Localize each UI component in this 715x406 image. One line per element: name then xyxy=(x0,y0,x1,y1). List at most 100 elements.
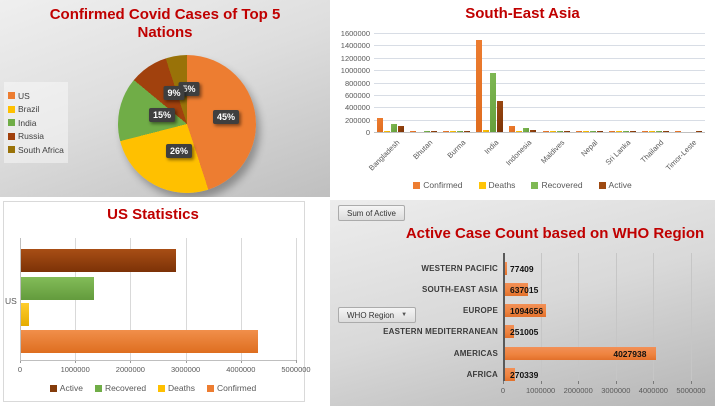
gridline xyxy=(374,45,705,47)
who-category-label: AFRICA xyxy=(466,370,498,379)
pie-title-line1: Confirmed Covid Cases of Top 5 xyxy=(49,6,281,23)
gridline xyxy=(578,253,580,381)
who-category-label: WESTERN PACIFIC xyxy=(421,264,498,273)
x-axis-line xyxy=(20,360,296,361)
who-category-label: AMERICAS xyxy=(453,349,498,358)
bar-recovered-thailand xyxy=(655,130,662,132)
bar-recovered-bangladesh xyxy=(391,124,398,132)
legend-item-recovered: Recovered xyxy=(531,180,583,190)
y-axis-tick-label: 1200000 xyxy=(340,53,370,63)
bar-active-nepal xyxy=(596,130,603,132)
chart-top5-pie[interactable]: Confirmed Covid Cases of Top 5 Nations U… xyxy=(0,0,330,197)
bar-confirmed-maldives xyxy=(542,130,549,132)
bar-confirmed-nepal xyxy=(575,130,582,132)
gridline xyxy=(130,238,132,360)
legend-label: Recovered xyxy=(541,180,583,190)
chart-us-statistics[interactable]: US Statistics US 0 1000000 2000000 3000000 4… xyxy=(0,197,330,406)
y-axis-tick-label: 200000 xyxy=(344,115,370,125)
pie-title-line2: Nations xyxy=(137,24,193,41)
legend-item-south-africa: South Africa xyxy=(8,145,68,155)
bar-active-timor-leste xyxy=(695,130,702,132)
legend-item-us: US xyxy=(8,91,68,101)
bar-confirmed-indonesia xyxy=(509,125,516,132)
axis-tick xyxy=(20,360,21,363)
bar-south-east-asia xyxy=(504,282,529,296)
bar-americas xyxy=(504,346,656,360)
gridline xyxy=(615,253,617,381)
bar-recovered xyxy=(21,277,95,300)
bar-deaths-burma xyxy=(450,130,457,132)
who-region-label: WHO Region xyxy=(347,310,395,320)
y-axis-tick-label: 400000 xyxy=(344,103,370,113)
bar-active xyxy=(21,249,177,272)
who-chart-title: Active Case Count based on WHO Region xyxy=(405,225,705,242)
legend-label: Confirmed xyxy=(423,180,463,190)
gridline xyxy=(653,253,655,381)
axis-tick xyxy=(615,381,617,384)
gridline xyxy=(374,82,705,84)
bar-recovered-burma xyxy=(457,130,464,132)
bar-recovered-maldives xyxy=(556,130,563,132)
legend-label: Deaths xyxy=(488,180,516,190)
gridline xyxy=(374,119,705,121)
x-axis-tick-label: 4000000 xyxy=(638,386,668,395)
who-region-field-button[interactable]: WHO Region ▼ xyxy=(338,307,417,323)
legend-label: Active xyxy=(608,180,632,190)
gridline xyxy=(374,70,705,72)
axis-tick xyxy=(691,381,692,384)
sea-chart-title: South-East Asia xyxy=(465,5,580,22)
legend-swatch-icon xyxy=(8,119,15,126)
legend-item-active: Active xyxy=(598,180,632,190)
bar-deaths-maldives xyxy=(549,130,556,132)
gridline xyxy=(374,94,705,96)
chart-south-east-asia[interactable]: South-East Asia 1600000 1400000 1200000 100… xyxy=(330,0,715,200)
axis-tick xyxy=(75,360,77,363)
bar-active-burma xyxy=(464,130,471,132)
sum-of-active-field-button[interactable]: Sum of Active xyxy=(338,205,405,221)
bar-active-bhutan xyxy=(431,130,438,132)
bar-recovered-bhutan xyxy=(424,130,431,132)
legend-item-deaths: Deaths xyxy=(478,180,516,190)
legend-label: Confirmed xyxy=(216,383,257,393)
legend-item-active: Active xyxy=(49,383,83,393)
bar-recovered-sri-lanka xyxy=(622,130,629,132)
dropdown-arrow-icon: ▼ xyxy=(401,312,408,318)
legend-swatch-icon xyxy=(94,384,102,392)
who-value-label: 4027938 xyxy=(613,349,647,359)
x-axis-tick-label: 5000000 xyxy=(281,365,311,374)
who-category-label: EUROPE xyxy=(463,306,498,315)
pie-legend: US Brazil India Russia South Africa xyxy=(4,82,68,163)
legend-swatch-icon xyxy=(158,384,166,392)
us-chart-frame xyxy=(3,201,305,402)
bar-deaths-indonesia xyxy=(516,130,523,132)
legend-swatch-icon xyxy=(413,181,421,189)
chart-who-region[interactable]: Sum of Active Active Case Count based on… xyxy=(330,200,715,406)
axis-tick xyxy=(240,360,242,363)
x-axis-tick-label: 2000000 xyxy=(563,386,593,395)
bar-europe xyxy=(504,303,546,317)
x-axis-tick-label: 0 xyxy=(500,386,506,395)
legend-swatch-icon xyxy=(531,181,539,189)
who-value-label: 270339 xyxy=(510,370,539,380)
y-axis-line xyxy=(503,253,505,381)
bar-recovered-india xyxy=(490,73,497,132)
bar-western-pacific xyxy=(504,261,508,275)
who-category-label: EASTERN MEDITERRANEAN xyxy=(383,327,498,336)
axis-tick xyxy=(578,381,580,384)
axis-tick xyxy=(296,360,297,363)
legend-label: Active xyxy=(59,383,83,393)
axis-tick xyxy=(653,381,655,384)
bar-confirmed xyxy=(21,330,258,353)
us-chart-title: US Statistics xyxy=(107,206,199,223)
legend-item-confirmed: Confirmed xyxy=(413,180,463,190)
gridline xyxy=(296,238,297,360)
us-category-label: US xyxy=(5,296,17,306)
bar-deaths xyxy=(21,303,30,326)
gridline xyxy=(374,57,705,59)
bar-deaths-nepal xyxy=(582,130,589,132)
y-axis-tick-label: 0 xyxy=(365,128,370,137)
legend-label: US xyxy=(18,90,30,101)
x-axis-tick-label: 1000000 xyxy=(60,365,90,374)
bar-confirmed-burma xyxy=(443,130,450,132)
legend-item-india: India xyxy=(8,118,68,128)
